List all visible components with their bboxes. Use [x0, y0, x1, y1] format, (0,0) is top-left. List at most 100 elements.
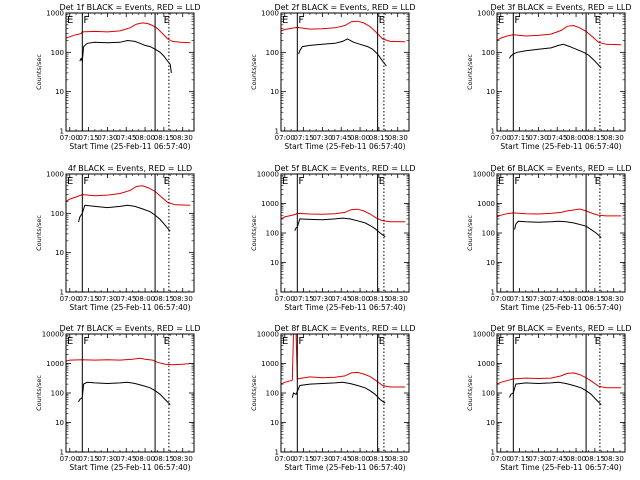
- x-tick-label: 07:15: [509, 455, 529, 463]
- y-tick-label: 1: [60, 289, 64, 297]
- x-tick-label: 07:45: [116, 455, 136, 463]
- x-tick-label: 08:15: [154, 295, 174, 303]
- x-tick-label: 07:45: [331, 134, 351, 142]
- y-tick-label: 1: [275, 289, 279, 297]
- x-tick-label: 07:00: [60, 455, 80, 463]
- flag-label: E: [379, 336, 385, 347]
- x-tick-label: 08:00: [350, 134, 370, 142]
- plot-frame: [65, 333, 195, 453]
- y-tick-label: 1000: [261, 200, 279, 208]
- x-tick-label: 07:00: [275, 455, 295, 463]
- x-tick-label: 07:15: [509, 295, 529, 303]
- lld-line: [281, 208, 406, 223]
- panel-title: Det 1f BLACK = Events, RED = LLD: [59, 3, 200, 12]
- x-tick-label: 08:00: [350, 295, 370, 303]
- panel-title: Det 2f BLACK = Events, RED = LLD: [274, 3, 415, 12]
- x-tick-label: 08:30: [604, 455, 624, 463]
- flag-label: F: [514, 176, 520, 187]
- x-tick-label: 07:15: [293, 134, 313, 142]
- x-axis-label: Start Time (25-Feb-11 06:57:40): [500, 303, 621, 312]
- plot-frame: [65, 173, 195, 293]
- y-tick-label: 10: [270, 259, 279, 267]
- plot-frame: [496, 12, 626, 132]
- x-tick-label: 07:15: [78, 455, 98, 463]
- x-axis-label: Start Time (25-Feb-11 06:57:40): [69, 142, 190, 151]
- x-tick-label: 07:45: [116, 295, 136, 303]
- flag-label: E: [498, 336, 504, 347]
- panel-title: Det 9f BLACK = Events, RED = LLD: [490, 324, 631, 333]
- x-tick-label: 08:00: [135, 455, 155, 463]
- lld-line: [66, 185, 191, 206]
- y-tick-label: 100: [482, 390, 495, 398]
- x-tick-label: 08:15: [585, 134, 605, 142]
- flag-label: F: [298, 336, 304, 347]
- x-axis-label: Start Time (25-Feb-11 06:57:40): [69, 303, 190, 312]
- flag-label: E: [595, 336, 601, 347]
- x-tick-label: 08:15: [154, 455, 174, 463]
- events-line: [509, 43, 602, 69]
- x-tick-label: 07:30: [97, 295, 117, 303]
- flag-label: E: [164, 176, 170, 187]
- x-tick-label: 08:30: [173, 134, 193, 142]
- x-tick-label: 07:30: [528, 295, 548, 303]
- x-tick-label: 07:00: [60, 295, 80, 303]
- panel-title: Det 7f BLACK = Events, RED = LLD: [59, 324, 200, 333]
- events-line: [291, 381, 386, 404]
- x-axis-label: Start Time (25-Feb-11 06:57:40): [284, 303, 405, 312]
- x-axis-label: Start Time (25-Feb-11 06:57:40): [284, 142, 405, 151]
- y-axis-label: Counts/sec: [35, 54, 43, 90]
- lld-line: [497, 372, 622, 389]
- x-tick-label: 08:30: [604, 134, 624, 142]
- x-tick-label: 08:15: [369, 295, 389, 303]
- x-tick-label: 07:00: [275, 295, 295, 303]
- y-tick-label: 100: [51, 390, 64, 398]
- y-tick-label: 1000: [477, 200, 495, 208]
- x-tick-label: 07:30: [528, 134, 548, 142]
- events-line: [294, 217, 386, 238]
- flag-label: E: [498, 176, 504, 187]
- y-tick-label: 100: [51, 49, 64, 57]
- panel-title: Det 6f BLACK = Events, RED = LLD: [490, 164, 631, 173]
- y-tick-label: 10: [486, 419, 495, 427]
- x-tick-label: 07:15: [293, 295, 313, 303]
- flag-label: E: [164, 336, 170, 347]
- x-tick-label: 07:00: [275, 134, 295, 142]
- flag-label: F: [83, 15, 89, 26]
- y-axis-label: Counts/sec: [35, 215, 43, 251]
- x-tick-label: 07:45: [547, 455, 567, 463]
- flag-label: E: [379, 15, 385, 26]
- y-tick-label: 100: [266, 49, 279, 57]
- flag-label: E: [595, 176, 601, 187]
- y-tick-label: 10: [270, 419, 279, 427]
- plot-frame: [280, 173, 410, 293]
- plot-frame: [496, 333, 626, 453]
- y-tick-label: 10: [55, 88, 64, 96]
- lld-line: [497, 24, 622, 46]
- y-axis-label: Counts/sec: [466, 54, 474, 90]
- y-tick-label: 10: [270, 88, 279, 96]
- x-tick-label: 08:00: [566, 134, 586, 142]
- x-tick-label: 07:45: [331, 295, 351, 303]
- y-tick-label: 1: [491, 289, 495, 297]
- y-tick-label: 1000: [261, 10, 279, 18]
- x-tick-label: 08:15: [154, 134, 174, 142]
- events-line: [514, 220, 602, 238]
- x-tick-label: 07:45: [547, 134, 567, 142]
- events-line: [78, 204, 171, 232]
- x-tick-label: 07:00: [491, 295, 511, 303]
- x-tick-label: 08:30: [388, 295, 408, 303]
- flag-label: E: [164, 15, 170, 26]
- flag-label: F: [298, 176, 304, 187]
- lld-line: [497, 208, 622, 218]
- flag-label: E: [67, 15, 73, 26]
- x-tick-label: 08:00: [566, 455, 586, 463]
- x-tick-label: 08:30: [604, 295, 624, 303]
- panel-title: 4f BLACK = Events, RED = LLD: [68, 164, 192, 173]
- flag-label: E: [67, 336, 73, 347]
- y-axis-label: Counts/sec: [250, 375, 258, 411]
